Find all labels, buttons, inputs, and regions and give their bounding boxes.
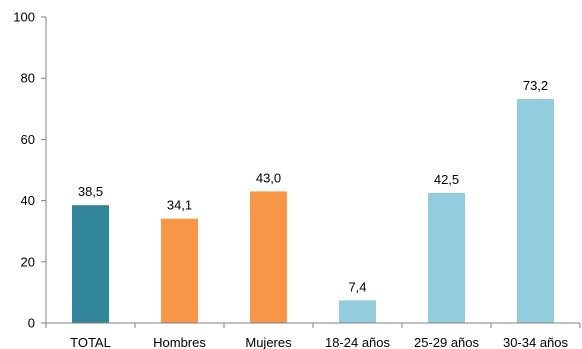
bar [250,191,287,323]
bars [72,99,554,324]
category-label: TOTAL [70,335,111,349]
data-label: 73,2 [523,78,548,93]
bar [428,192,465,323]
y-tick-label: 20 [21,254,35,269]
y-tick-label: 80 [21,71,35,86]
data-label: 34,1 [167,198,192,213]
category-label: 25-29 años [414,335,480,349]
y-tick-label: 0 [28,316,35,331]
x-axis [45,322,581,328]
bar [161,218,198,323]
category-label: 30-34 años [503,335,569,349]
bar [72,205,109,323]
y-tick-label: 60 [21,132,35,147]
y-tick-label: 40 [21,193,35,208]
category-label: 18-24 años [325,335,391,349]
y-axis-ticks: 0 20 40 60 80 100 [13,10,46,331]
data-label: 43,0 [256,170,281,185]
x-axis-labels: TOTAL Hombres Mujeres 18-24 años 25-29 años 3… [70,335,568,349]
data-labels: 38,5 34,1 43,0 7,4 42,5 73,2 [78,78,548,294]
y-tick-label: 100 [13,10,35,25]
bar [517,99,554,324]
category-label: Mujeres [245,335,292,349]
data-label: 7,4 [348,279,366,294]
category-label: Hombres [153,335,206,349]
data-label: 38,5 [78,184,103,199]
data-label: 42,5 [434,172,459,187]
bar [339,300,376,323]
